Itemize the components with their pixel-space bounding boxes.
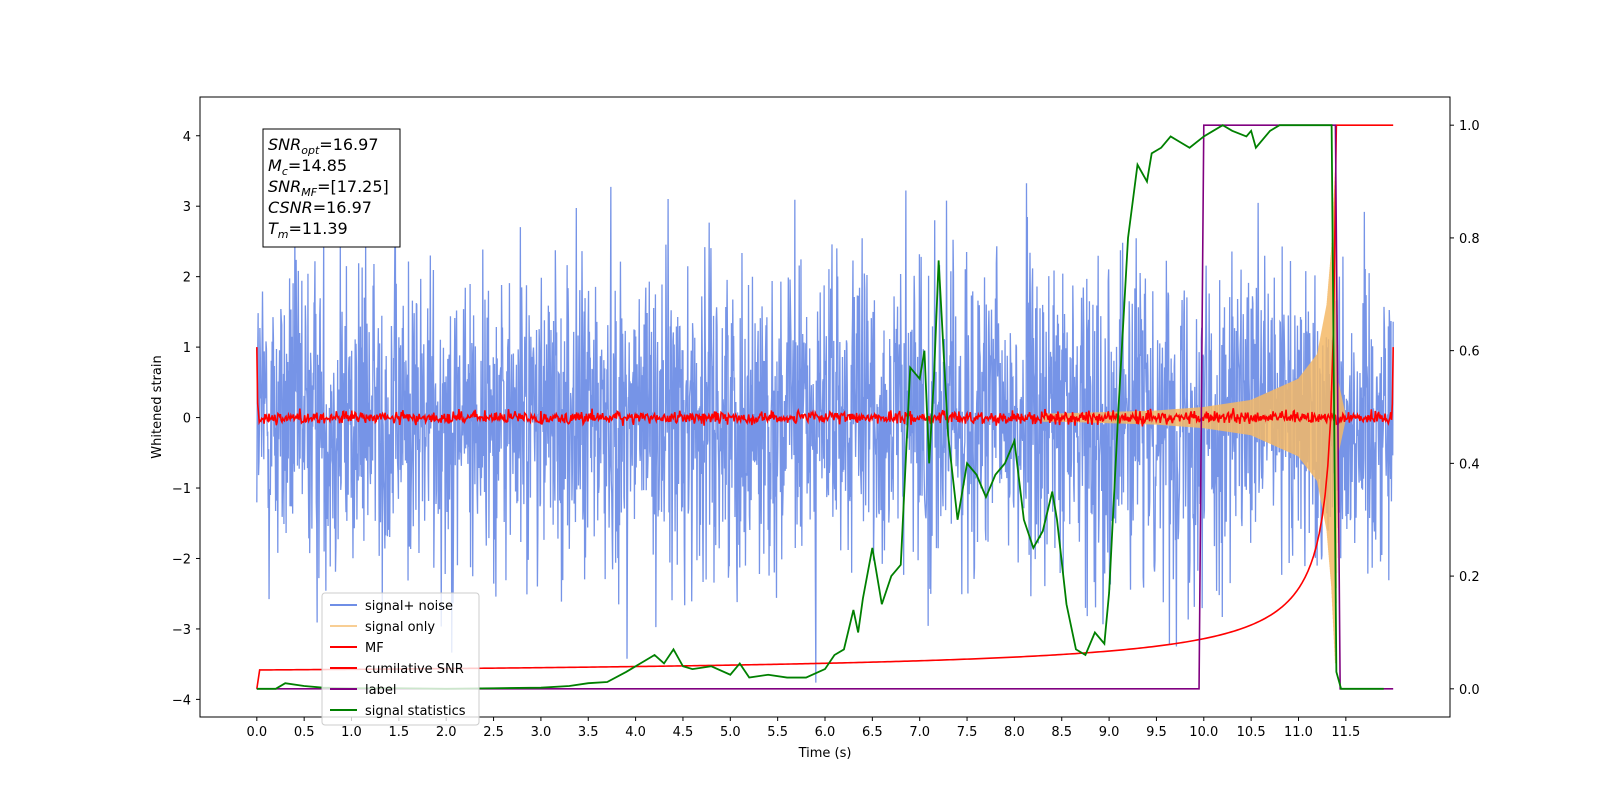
x-tick-label: 5.0: [720, 725, 741, 740]
y2-tick-label: 0.4: [1459, 457, 1480, 472]
stats-annotation-box: SNRopt=16.97Mc=14.85SNRMF=[17.25]CSNR=16…: [262, 128, 401, 248]
y-tick-label: 2: [183, 271, 191, 286]
y-tick-label: 0: [183, 412, 191, 427]
x-tick-label: 4.0: [625, 725, 646, 740]
annotation-line: CSNR=16.97: [268, 198, 372, 217]
series-mf-line: [256, 347, 1394, 427]
y2-tick-label: 0.8: [1459, 232, 1480, 247]
annotation-line: Mc=14.85: [268, 156, 347, 178]
x-tick-label: 9.5: [1146, 725, 1167, 740]
x-tick-label: 8.0: [1004, 725, 1025, 740]
x-tick-label: 1.0: [341, 725, 362, 740]
legend-frame: [321, 592, 480, 726]
x-tick-label: 6.0: [815, 725, 836, 740]
y-tick-label: −2: [172, 552, 191, 567]
x-tick-label: 4.5: [673, 725, 694, 740]
y-tick-label: 4: [183, 130, 191, 145]
legend-label: signal+ noise: [365, 599, 453, 614]
x-tick-label: 10.0: [1189, 725, 1218, 740]
series-signal-statistics-line: [256, 124, 1384, 690]
series-signal-only-line: [1042, 172, 1347, 664]
x-tick-label: 11.0: [1284, 725, 1313, 740]
legend-label: MF: [365, 641, 384, 656]
annotation-line: SNRMF=[17.25]: [268, 177, 389, 199]
x-tick-label: 0.5: [294, 725, 315, 740]
x-tick-label: 11.5: [1331, 725, 1360, 740]
x-tick-label: 7.0: [909, 725, 930, 740]
series-signal-noise-line: [256, 183, 1394, 683]
y2-tick-label: 0.2: [1459, 570, 1480, 585]
legend-label: cumilative SNR: [365, 662, 464, 677]
x-tick-label: 3.0: [531, 725, 552, 740]
x-tick-label: 8.5: [1051, 725, 1072, 740]
y2-tick-label: 1.0: [1459, 119, 1480, 134]
annotation-line: Tm=11.39: [268, 219, 348, 241]
x-tick-label: 7.5: [957, 725, 978, 740]
x-tick-label: 10.5: [1237, 725, 1266, 740]
y-tick-label: 3: [183, 200, 191, 215]
legend-label: label: [365, 683, 396, 698]
x-tick-label: 9.0: [1099, 725, 1120, 740]
y2-tick-label: 0.6: [1459, 345, 1480, 360]
x-axis-title: Time (s): [798, 746, 852, 761]
y2-tick-label: 0.0: [1459, 683, 1480, 698]
x-tick-label: 2.0: [436, 725, 457, 740]
x-tick-label: 2.5: [483, 725, 504, 740]
x-tick-label: 3.5: [578, 725, 599, 740]
x-tick-label: 0.0: [246, 725, 267, 740]
y-axis-left: 4 3 2 1 0 −1 −2 −3 −4: [172, 130, 200, 708]
y-tick-label: −3: [172, 623, 191, 638]
y-axis-title: Whitened strain: [150, 355, 165, 458]
y-axis-right: 1.0 0.8 0.6 0.4 0.2 0.0: [1450, 119, 1480, 698]
legend-label: signal statistics: [365, 704, 466, 719]
y-tick-label: −4: [172, 693, 191, 708]
x-tick-label: 6.5: [862, 725, 883, 740]
y-tick-label: 1: [183, 341, 191, 356]
legend: signal+ noise signal only MF cumilative SNR…: [321, 592, 480, 726]
x-axis: 0.0 0.5 1.0 1.5 2.0 2.5 3.0 3.5 4.0 4.5 5.0 5.5 6.0 6…: [246, 717, 1360, 740]
annotation-line: SNRopt=16.97: [268, 135, 379, 157]
legend-label: signal only: [365, 620, 435, 635]
x-tick-label: 1.5: [389, 725, 410, 740]
x-tick-label: 5.5: [767, 725, 788, 740]
annotation-frame: [262, 128, 401, 248]
y-tick-label: −1: [172, 482, 191, 497]
